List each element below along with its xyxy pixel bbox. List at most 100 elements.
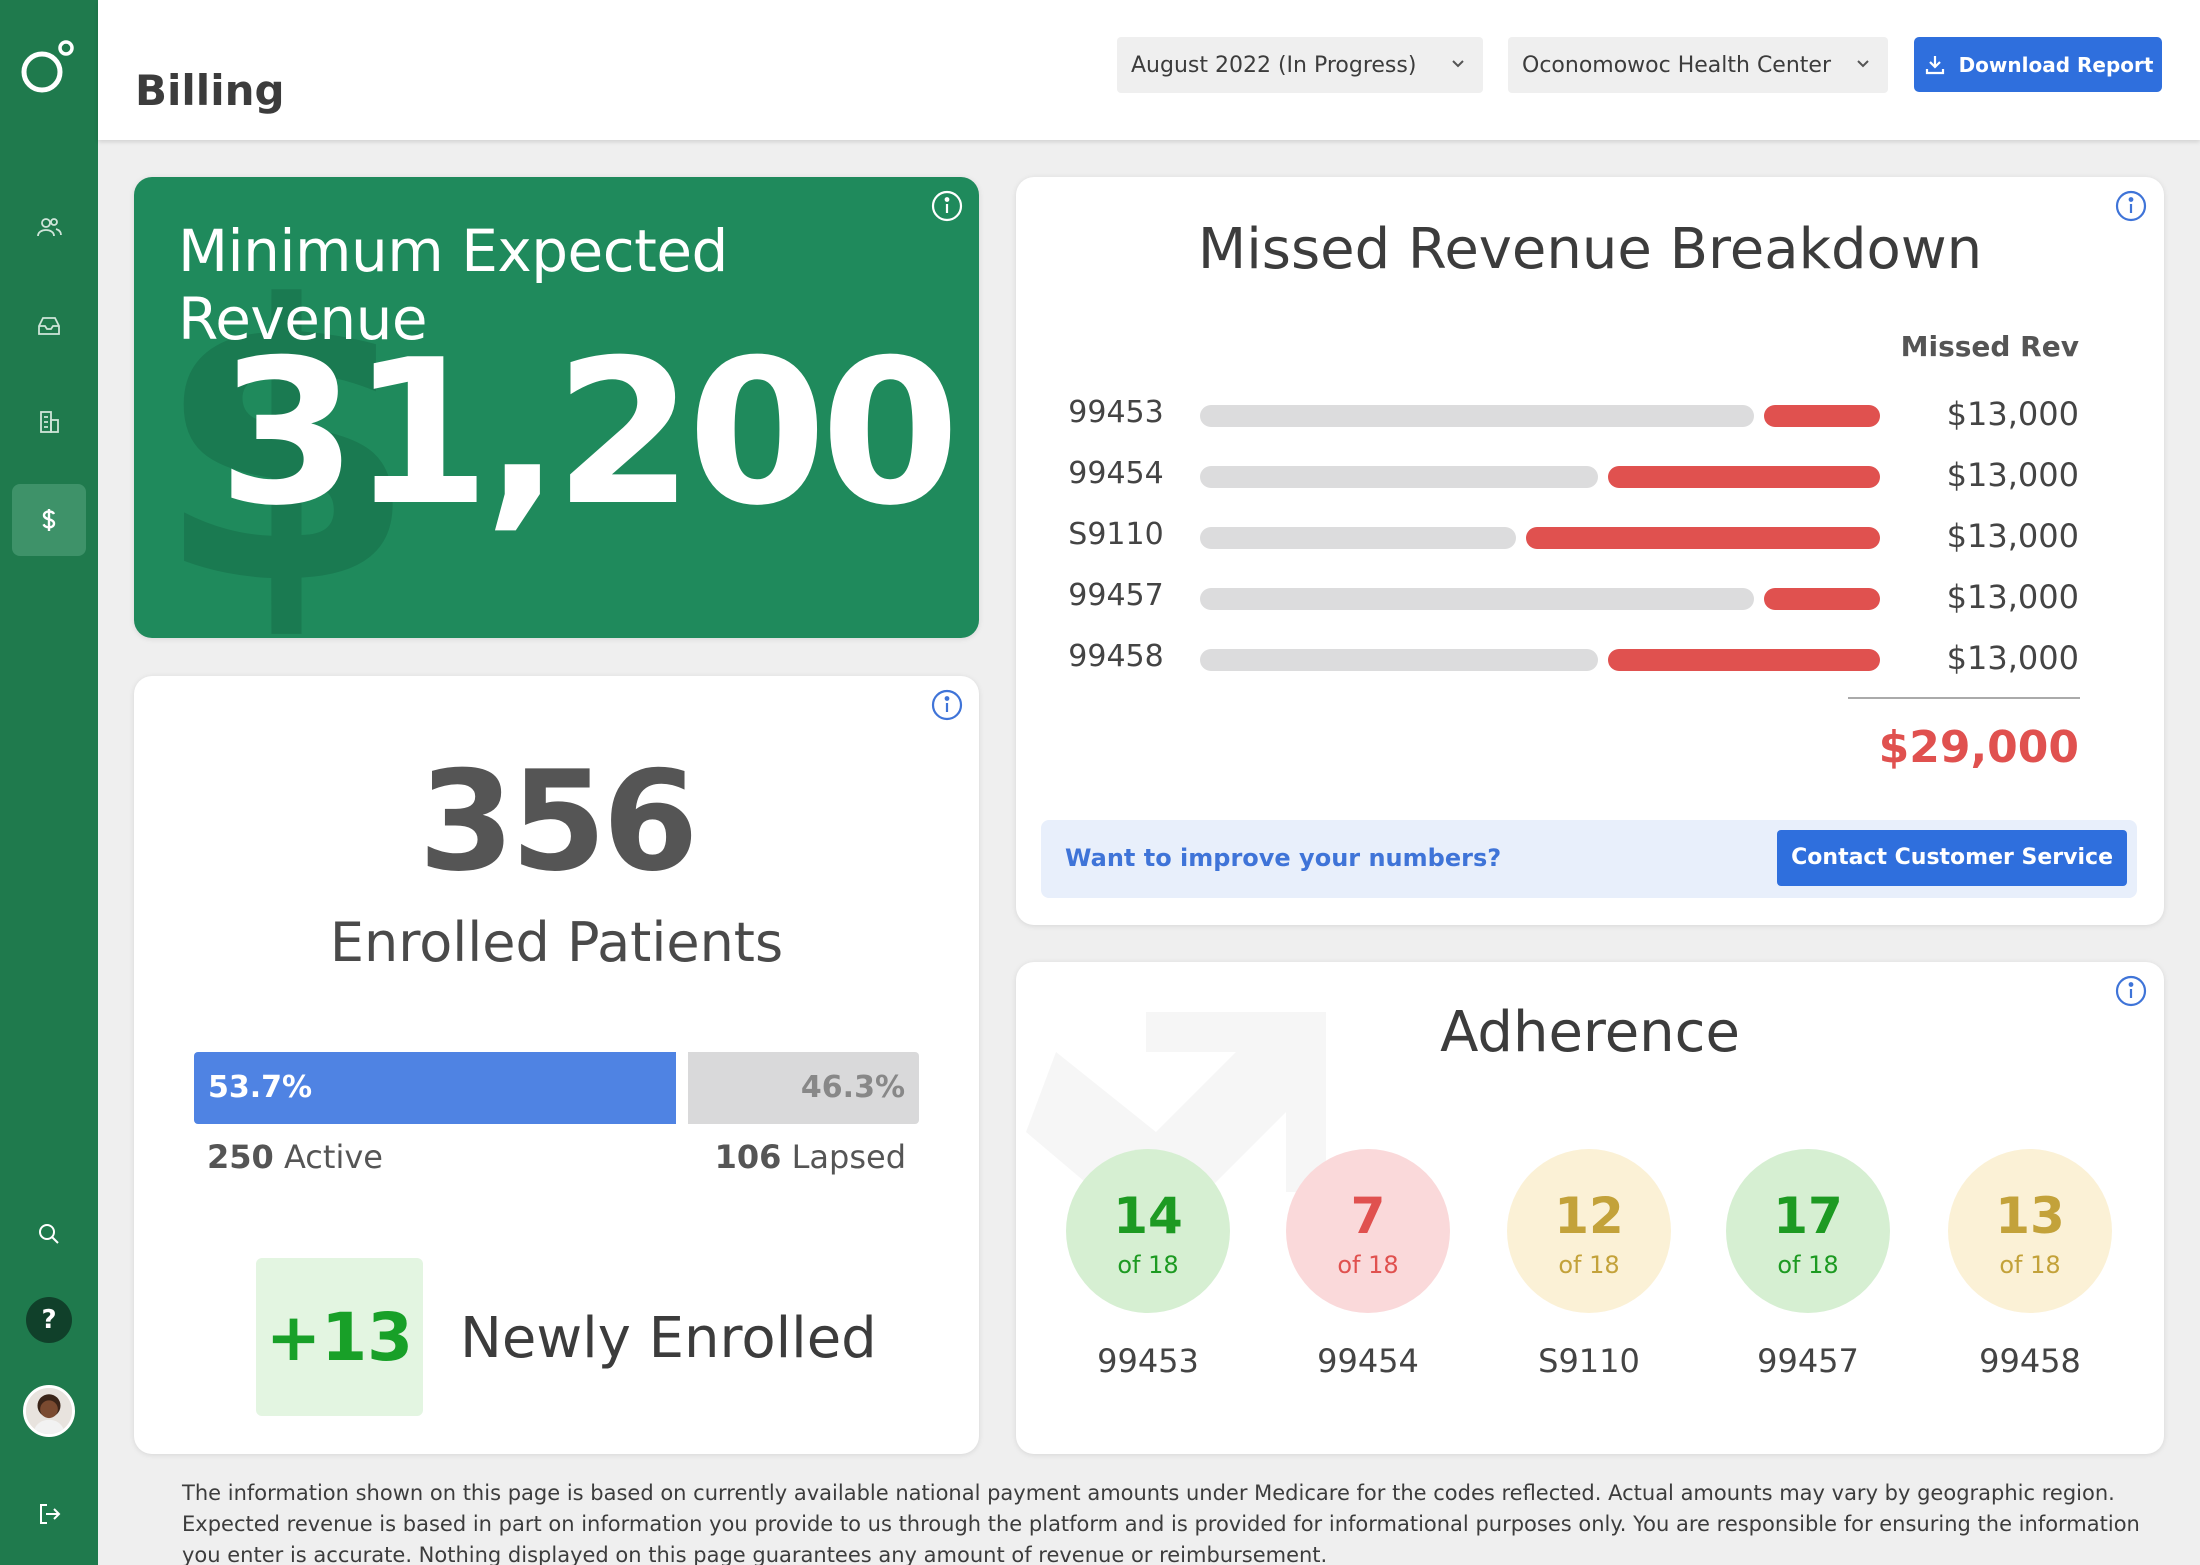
missed-segment xyxy=(1608,649,1880,671)
adherence-circle: 13 of 18 xyxy=(1948,1149,2112,1313)
enrolled-count: 356 xyxy=(418,741,698,902)
adherence-circle: 17 of 18 xyxy=(1726,1149,1890,1313)
info-icon[interactable] xyxy=(2114,974,2148,1008)
info-icon[interactable] xyxy=(930,688,964,722)
adherence-title: Adherence xyxy=(1440,1000,1740,1065)
row-amount: $13,000 xyxy=(1946,517,2079,555)
missed-segment xyxy=(1764,588,1880,610)
chevron-down-icon xyxy=(1452,60,1464,68)
adherence-code: 99454 xyxy=(1317,1342,1419,1380)
contact-customer-service-button[interactable]: Contact Customer Service xyxy=(1777,830,2127,886)
sidebar-item-inbox[interactable] xyxy=(12,290,86,362)
missed-revenue-title: Missed Revenue Breakdown xyxy=(1197,217,1983,282)
users-icon xyxy=(37,218,62,237)
improve-numbers-banner: Want to improve your numbers? Contact Cu… xyxy=(1041,820,2137,898)
chevron-down-icon xyxy=(1857,60,1869,68)
missed-rev-column-header: Missed Rev xyxy=(1900,330,2079,363)
adherence-total: of 18 xyxy=(1777,1251,1839,1279)
row-code: 99458 xyxy=(1068,639,1164,674)
revenue-value: 31,200 xyxy=(218,317,960,550)
row-code: 99453 xyxy=(1068,395,1164,430)
sidebar: ? xyxy=(0,0,98,1565)
missed-segment xyxy=(1608,466,1880,488)
adherence-card: Adherence 14 of 18 99453 7 of 18 99454 12 of 18… xyxy=(1016,962,2164,1454)
row-code: 99454 xyxy=(1068,456,1164,491)
adherence-total: of 18 xyxy=(1999,1251,2061,1279)
revenue-bar xyxy=(1200,466,1880,488)
adherence-code: S9110 xyxy=(1538,1342,1640,1380)
help-icon[interactable]: ? xyxy=(26,1297,72,1343)
sidebar-item-search[interactable] xyxy=(12,1198,86,1270)
revenue-bar xyxy=(1200,405,1880,427)
newly-enrolled-label: Newly Enrolled xyxy=(460,1306,877,1371)
missed-revenue-row: S9110 $13,000 xyxy=(1016,517,2164,557)
captured-segment xyxy=(1200,527,1516,549)
revenue-bar xyxy=(1200,588,1880,610)
missed-revenue-row: 99457 $13,000 xyxy=(1016,578,2164,618)
sidebar-item-facilities[interactable] xyxy=(12,386,86,458)
logo-icon[interactable] xyxy=(20,38,76,94)
center-select-value: Oconomowoc Health Center xyxy=(1522,52,1831,78)
newly-enrolled-count: +13 xyxy=(256,1258,423,1416)
adherence-value: 12 xyxy=(1554,1187,1624,1245)
lapsed-legend: 106 Lapsed xyxy=(714,1138,906,1176)
building-icon xyxy=(40,411,59,433)
expected-revenue-card: $ Minimum Expected Revenue 31,200 xyxy=(134,177,979,638)
missed-revenue-total: $29,000 xyxy=(1878,722,2079,773)
captured-segment xyxy=(1200,405,1754,427)
sidebar-item-patients[interactable] xyxy=(12,192,86,264)
adherence-value: 7 xyxy=(1350,1187,1386,1245)
missed-segment xyxy=(1526,527,1880,549)
info-icon[interactable] xyxy=(2114,189,2148,223)
lapsed-bar: 46.3% xyxy=(688,1052,919,1124)
revenue-title: Minimum Expected Revenue xyxy=(178,217,728,353)
info-icon[interactable] xyxy=(930,189,964,223)
adherence-circle: 12 of 18 xyxy=(1507,1149,1671,1313)
sidebar-item-logout[interactable] xyxy=(12,1478,86,1550)
row-amount: $13,000 xyxy=(1946,456,2079,494)
adherence-total: of 18 xyxy=(1558,1251,1620,1279)
captured-segment xyxy=(1200,466,1598,488)
active-bar: 53.7% xyxy=(194,1052,676,1124)
row-code: S9110 xyxy=(1068,517,1164,552)
adherence-circle: 7 of 18 xyxy=(1286,1149,1450,1313)
month-select-value: August 2022 (In Progress) xyxy=(1131,52,1417,78)
sidebar-item-billing[interactable] xyxy=(12,484,86,556)
row-amount: $13,000 xyxy=(1946,578,2079,616)
improve-numbers-text: Want to improve your numbers? xyxy=(1065,844,1502,872)
disclaimer-text: The information shown on this page is ba… xyxy=(182,1481,2140,1565)
enrolled-label: Enrolled Patients xyxy=(329,911,784,974)
enrollment-card: 356 Enrolled Patients 53.7% 46.3% 250 Ac… xyxy=(134,676,979,1454)
logout-icon xyxy=(40,1504,61,1524)
adherence-total: of 18 xyxy=(1117,1251,1179,1279)
month-select[interactable]: August 2022 (In Progress) xyxy=(1117,37,1483,93)
avatar[interactable] xyxy=(23,1385,75,1437)
download-report-label: Download Report xyxy=(1958,52,2154,77)
adherence-circle: 14 of 18 xyxy=(1066,1149,1230,1313)
total-divider xyxy=(1848,697,2080,699)
dollar-icon xyxy=(42,509,56,531)
adherence-total: of 18 xyxy=(1337,1251,1399,1279)
missed-segment xyxy=(1764,405,1880,427)
row-amount: $13,000 xyxy=(1946,639,2079,677)
center-select[interactable]: Oconomowoc Health Center xyxy=(1508,37,1888,93)
adherence-value: 17 xyxy=(1773,1187,1843,1245)
revenue-bar xyxy=(1200,649,1880,671)
missed-revenue-row: 99454 $13,000 xyxy=(1016,456,2164,496)
captured-segment xyxy=(1200,588,1754,610)
page-title: Billing xyxy=(135,66,285,115)
captured-segment xyxy=(1200,649,1598,671)
top-header: Billing August 2022 (In Progress) Oconom… xyxy=(98,0,2200,140)
missed-revenue-row: 99458 $13,000 xyxy=(1016,639,2164,679)
adherence-code: 99453 xyxy=(1097,1342,1199,1380)
adherence-code: 99457 xyxy=(1757,1342,1859,1380)
missed-revenue-card: Missed Revenue Breakdown Missed Rev 9945… xyxy=(1016,177,2164,925)
download-report-button[interactable]: Download Report xyxy=(1914,37,2162,92)
active-legend: 250 Active xyxy=(207,1138,383,1176)
missed-revenue-row: 99453 $13,000 xyxy=(1016,395,2164,435)
adherence-value: 13 xyxy=(1995,1187,2065,1245)
revenue-bar xyxy=(1200,527,1880,549)
search-icon xyxy=(39,1224,59,1244)
adherence-code: 99458 xyxy=(1979,1342,2081,1380)
inbox-icon xyxy=(38,317,60,335)
